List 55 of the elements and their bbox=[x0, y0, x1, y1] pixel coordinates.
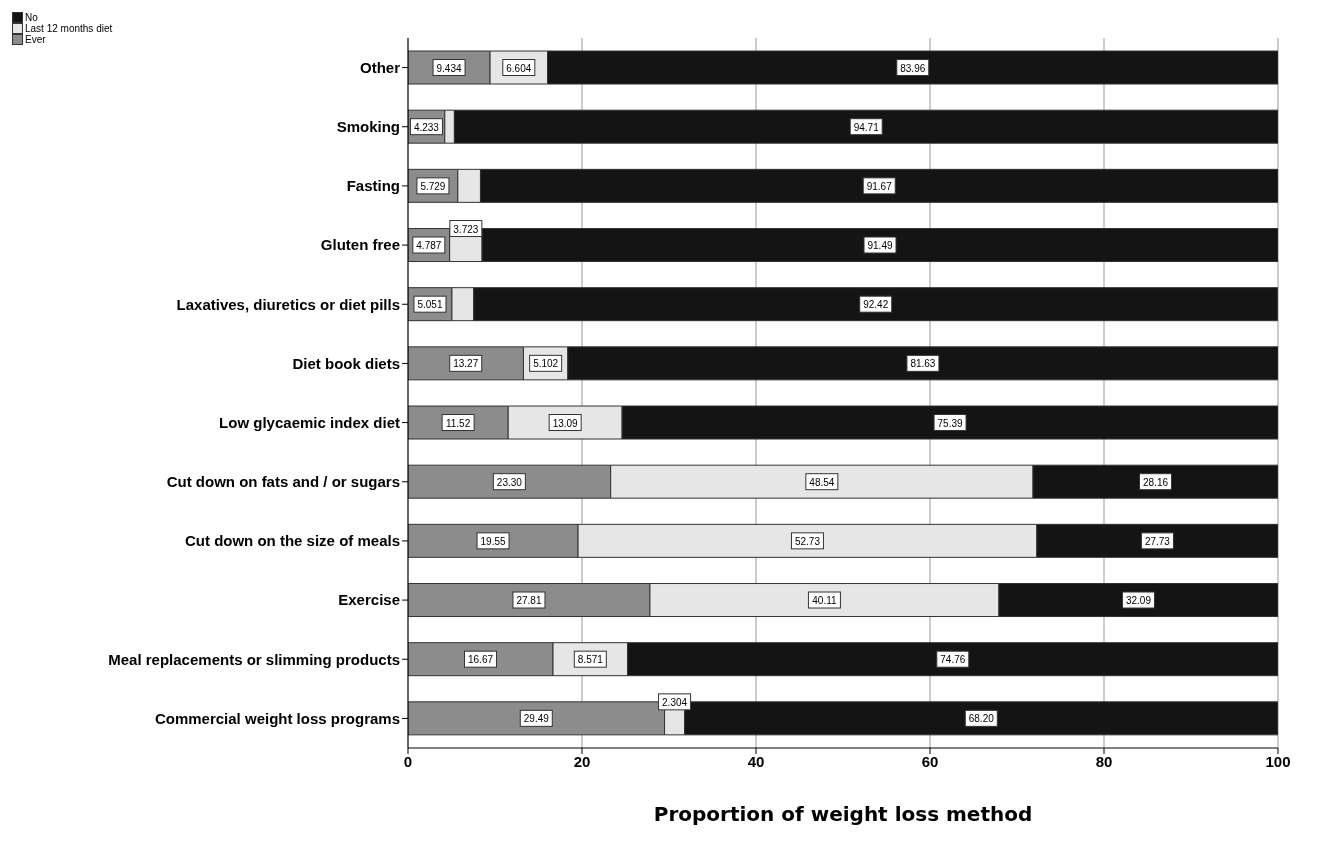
data-label: 3.723 bbox=[453, 223, 479, 235]
y-tick-label: Diet book diets bbox=[292, 354, 400, 372]
x-tick-label: 40 bbox=[747, 752, 765, 770]
data-label: 11.52 bbox=[445, 417, 471, 429]
data-label: 29.49 bbox=[523, 713, 550, 725]
legend-label: Last 12 months diet bbox=[25, 23, 113, 34]
y-tick-label: Other bbox=[359, 58, 401, 76]
data-label: 6.604 bbox=[506, 62, 532, 74]
data-label: 8.571 bbox=[577, 654, 604, 666]
data-label: 81.63 bbox=[910, 358, 936, 370]
data-label: 48.54 bbox=[809, 476, 835, 488]
data-label: 5.102 bbox=[533, 358, 559, 370]
x-tick-label: 0 bbox=[403, 752, 413, 770]
data-label: 4.233 bbox=[413, 121, 440, 133]
data-label: 19.55 bbox=[480, 535, 506, 547]
data-label: 68.20 bbox=[968, 713, 995, 725]
data-label: 5.051 bbox=[417, 299, 443, 311]
data-label: 13.27 bbox=[453, 358, 479, 370]
data-label: 16.67 bbox=[468, 654, 494, 666]
data-label: 2.304 bbox=[662, 696, 688, 708]
y-tick-label: Meal replacements or slimming products bbox=[108, 650, 400, 668]
y-tick-label: Cut down on the size of meals bbox=[184, 532, 400, 550]
y-tick-label: Cut down on fats and / or sugars bbox=[166, 473, 400, 491]
y-tick-label: Commercial weight loss programs bbox=[154, 709, 400, 727]
data-label: 52.73 bbox=[794, 535, 821, 547]
data-label: 75.39 bbox=[937, 417, 963, 429]
y-tick-label: Gluten free bbox=[320, 236, 400, 254]
x-tick-label: 60 bbox=[921, 752, 939, 770]
data-label: 23.30 bbox=[496, 476, 523, 488]
y-tick-label: Laxatives, diuretics or diet pills bbox=[176, 295, 400, 313]
data-label: 27.73 bbox=[1144, 535, 1171, 547]
data-label: 40.11 bbox=[812, 595, 837, 607]
y-tick-label: Smoking bbox=[336, 118, 400, 136]
data-label: 91.49 bbox=[867, 240, 893, 252]
data-label: 5.729 bbox=[420, 180, 446, 192]
y-tick-label: Exercise bbox=[338, 591, 400, 609]
data-label: 74.76 bbox=[940, 654, 966, 666]
data-label: 28.16 bbox=[1142, 476, 1169, 488]
data-label: 92.42 bbox=[863, 299, 889, 311]
y-tick-label: Low glycaemic index diet bbox=[219, 413, 400, 431]
x-tick-label: 20 bbox=[573, 752, 591, 770]
data-label: 13.09 bbox=[552, 417, 579, 429]
x-tick-label: 100 bbox=[1265, 752, 1291, 770]
data-label: 4.787 bbox=[416, 240, 442, 252]
data-label: 83.96 bbox=[900, 62, 926, 74]
legend-label: Ever bbox=[25, 34, 46, 45]
data-label: 94.71 bbox=[853, 121, 880, 133]
data-label: 91.67 bbox=[866, 180, 893, 192]
data-label: 27.81 bbox=[516, 595, 542, 607]
x-tick-label: 80 bbox=[1095, 752, 1113, 770]
y-tick-label: Fasting bbox=[346, 177, 400, 195]
legend-label: No bbox=[25, 12, 38, 23]
data-label: 32.09 bbox=[1125, 595, 1152, 607]
data-label: 9.434 bbox=[436, 62, 462, 74]
x-axis-title: Proportion of weight loss method bbox=[652, 802, 1034, 826]
